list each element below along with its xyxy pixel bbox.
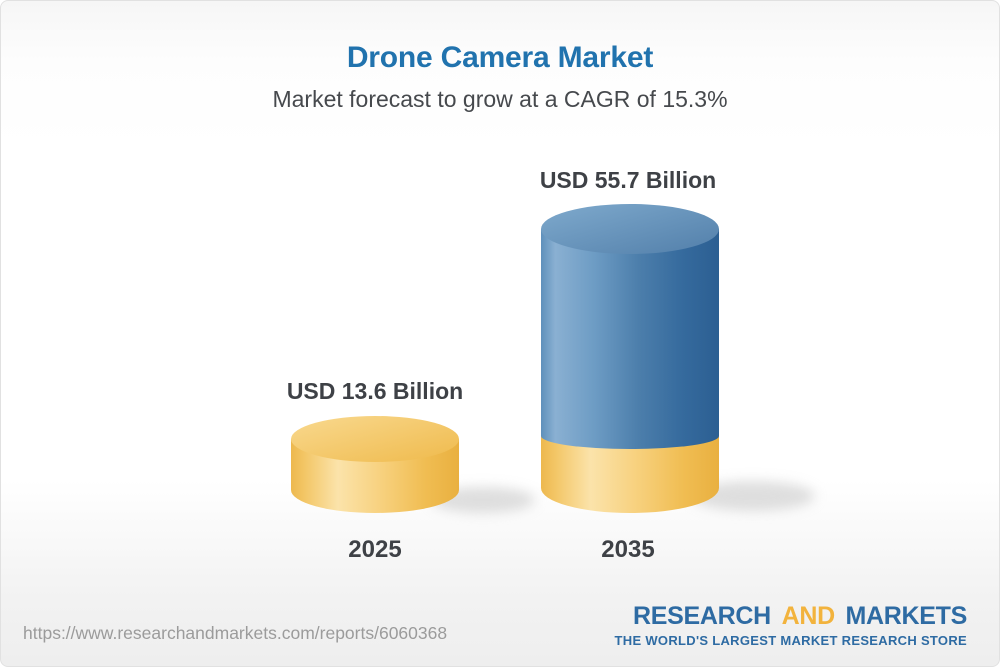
page-subtitle: Market forecast to grow at a CAGR of 15.… — [272, 86, 728, 112]
logo-tagline: THE WORLD'S LARGEST MARKET RESEARCH STOR… — [614, 632, 967, 648]
bar-2035-top — [541, 204, 719, 254]
bar-2035-base-segment — [541, 436, 719, 513]
bar-2035-shadow — [691, 481, 815, 511]
research-and-markets-logo: RESEARCH AND MARKETS THE WORLD'S LARGEST… — [614, 602, 968, 648]
report-url: https://www.researchandmarkets.com/repor… — [23, 623, 448, 643]
bar-2025-category-label: 2025 — [348, 536, 402, 563]
logo-wordmark: RESEARCH AND MARKETS — [615, 602, 967, 631]
logo-word-markets: MARKETS — [845, 602, 967, 630]
bar-2035-side — [541, 229, 719, 449]
bar-2035-value-label: USD 55.7 Billion — [539, 167, 717, 193]
logo-word-and: AND — [781, 602, 836, 630]
bar-2035-category-label: 2035 — [601, 536, 655, 563]
bar-2025-top — [291, 416, 459, 462]
bar-2025-value-label: USD 13.6 Billion — [286, 378, 464, 404]
logo-word-research: RESEARCH — [633, 602, 771, 630]
page-title: Drone Camera Market — [346, 41, 654, 74]
